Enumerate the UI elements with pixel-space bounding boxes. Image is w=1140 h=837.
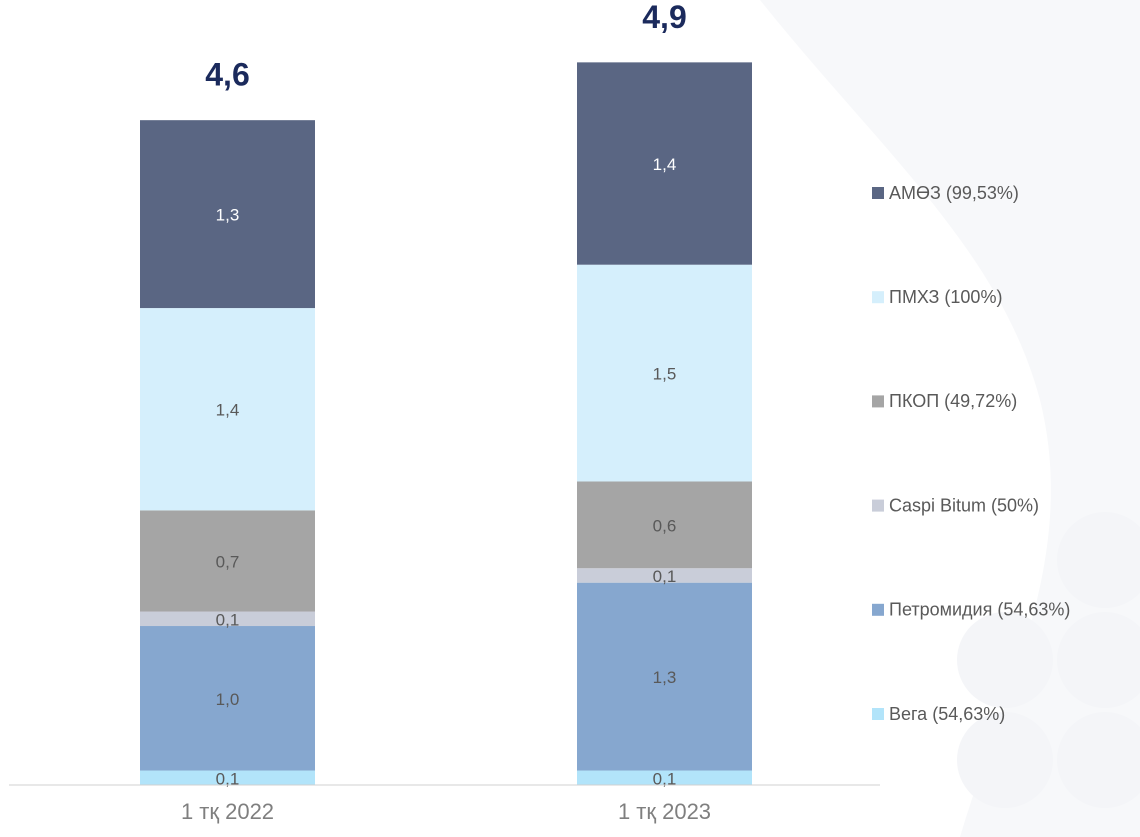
bar-segment: [140, 770, 315, 785]
total-label: 4,9: [642, 0, 686, 35]
value-label: 0,6: [653, 516, 677, 535]
value-label: 0,1: [653, 567, 677, 586]
legend-label: ПМХЗ (100%): [889, 287, 1002, 307]
legend-label: Caspi Bitum (50%): [889, 495, 1039, 515]
legend-label: Вега (54,63%): [889, 704, 1005, 724]
legend-swatch: [872, 291, 884, 304]
legend-swatch: [872, 395, 884, 408]
value-label: 1,4: [653, 155, 677, 174]
value-label: 0,1: [653, 769, 677, 788]
legend-label: АМӨЗ (99,53%): [889, 183, 1019, 203]
bar-segment: [577, 568, 752, 583]
background-decoration: [760, 0, 1140, 837]
value-label: 1,0: [216, 690, 240, 709]
legend-swatch: [872, 499, 884, 512]
legend-swatch: [872, 708, 884, 720]
bar-segment: [140, 308, 315, 511]
bar-segment: [577, 264, 752, 482]
x-tick-label: 1 тқ 2022: [181, 799, 274, 824]
legend-swatch: [872, 187, 884, 199]
bar-segment: [577, 770, 752, 785]
legend-label: Петромидия (54,63%): [889, 600, 1070, 620]
value-label: 0,7: [216, 552, 240, 571]
value-label: 1,3: [653, 668, 677, 687]
value-label: 0,1: [216, 610, 240, 629]
bar-segment: [140, 120, 315, 309]
value-label: 0,1: [216, 769, 240, 788]
bar-segment: [140, 510, 315, 612]
value-label: 1,5: [653, 365, 677, 384]
bar-segment: [577, 62, 752, 265]
x-tick-label: 1 тқ 2023: [618, 799, 711, 824]
legend-label: ПКОП (49,72%): [889, 391, 1017, 411]
value-label: 1,4: [216, 401, 240, 420]
legend-swatch: [872, 603, 884, 616]
total-label: 4,6: [205, 57, 249, 93]
bar-segment: [577, 582, 752, 771]
bar-segment: [140, 611, 315, 627]
value-label: 1,3: [216, 206, 240, 225]
bar-segment: [577, 481, 752, 569]
bar-segment: [140, 626, 315, 771]
